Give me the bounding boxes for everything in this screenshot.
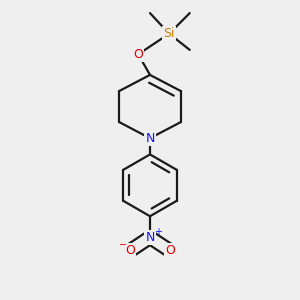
Text: N: N — [145, 132, 155, 145]
Text: O: O — [165, 244, 175, 257]
Text: −: − — [118, 240, 127, 250]
Text: Si: Si — [164, 27, 175, 40]
Text: +: + — [154, 227, 162, 237]
Text: N: N — [145, 231, 155, 244]
Text: O: O — [125, 244, 135, 257]
Text: O: O — [133, 48, 143, 61]
